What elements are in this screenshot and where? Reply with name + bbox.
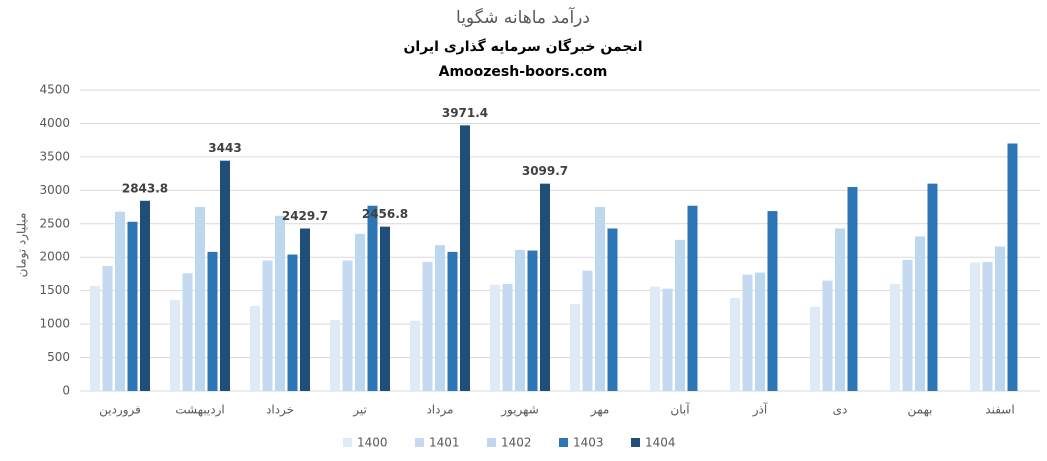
bar xyxy=(115,211,125,391)
bar xyxy=(422,261,433,391)
chart-subtitle: انجمن خبرگان سرمایه گذاری ایران xyxy=(403,38,642,55)
bar xyxy=(90,285,100,391)
bar xyxy=(742,274,753,391)
x-tick-label: اردیبهشت xyxy=(175,403,224,418)
bar xyxy=(755,272,765,391)
bar xyxy=(582,270,593,391)
legend-swatch xyxy=(631,438,640,447)
bar xyxy=(810,306,820,391)
bar xyxy=(847,186,858,391)
y-tick-label: 3500 xyxy=(39,149,70,163)
legend-swatch xyxy=(415,438,424,447)
y-tick-label: 2500 xyxy=(39,216,70,230)
y-tick-label: 2000 xyxy=(39,250,70,264)
bar xyxy=(915,236,925,391)
data-label: 3443 xyxy=(208,141,241,155)
bar xyxy=(835,228,845,391)
legend-swatch xyxy=(487,438,496,447)
bar xyxy=(140,200,150,391)
chart-source: Amoozesh-boors.com xyxy=(439,64,608,80)
bar xyxy=(595,207,605,391)
y-tick-label: 3000 xyxy=(39,183,70,197)
bar xyxy=(342,260,353,391)
bar xyxy=(767,211,778,391)
bar xyxy=(730,298,740,391)
x-tick-label: شهریور xyxy=(500,403,539,418)
bar xyxy=(502,283,513,391)
legend-swatch xyxy=(343,438,352,447)
bar xyxy=(607,228,618,391)
bar xyxy=(460,125,470,391)
bar xyxy=(275,215,285,391)
bar xyxy=(687,205,698,391)
bar xyxy=(570,304,580,391)
chart-title: درآمد ماهانه شگویا xyxy=(456,6,590,28)
y-axis-label: میلیارد تومان xyxy=(15,213,30,278)
data-label: 2456.8 xyxy=(362,207,408,221)
bar xyxy=(527,250,538,391)
x-tick-label: آبان xyxy=(670,402,690,417)
bar xyxy=(287,254,298,391)
x-tick-label: فروردین xyxy=(99,403,141,418)
bar xyxy=(262,260,273,391)
y-tick-label: 1500 xyxy=(39,283,70,297)
legend-label: 1401 xyxy=(429,436,460,450)
bar xyxy=(515,249,525,391)
bar xyxy=(330,320,340,391)
bar xyxy=(822,280,833,391)
x-tick-label: مرداد xyxy=(426,403,453,418)
bar xyxy=(490,284,500,391)
bar xyxy=(367,205,378,391)
bar xyxy=(675,239,685,391)
bar xyxy=(300,228,310,391)
bar xyxy=(435,245,445,391)
bar xyxy=(1007,143,1018,391)
legend-label: 1403 xyxy=(573,436,604,450)
bar xyxy=(902,259,913,391)
bar xyxy=(447,251,458,391)
bar xyxy=(650,286,660,391)
bar xyxy=(170,300,180,391)
legend-swatch xyxy=(559,438,568,447)
x-tick-label: دی xyxy=(833,403,848,417)
x-tick-label: اسفند xyxy=(985,403,1014,417)
x-tick-label: خرداد xyxy=(266,403,294,418)
bar xyxy=(220,160,230,391)
x-tick-label: مهر xyxy=(590,403,610,418)
bar xyxy=(970,262,980,391)
x-tick-label: تیر xyxy=(352,403,367,418)
bar xyxy=(662,288,673,391)
bar xyxy=(207,251,218,391)
data-label: 2843.8 xyxy=(122,181,168,195)
legend-label: 1404 xyxy=(645,436,676,450)
bar xyxy=(182,273,193,391)
bar xyxy=(195,207,205,391)
data-label: 2429.7 xyxy=(282,209,328,223)
data-label: 3971.4 xyxy=(442,106,488,120)
x-tick-label: آذر xyxy=(752,402,768,418)
bar xyxy=(127,221,138,391)
y-tick-label: 4000 xyxy=(39,116,70,130)
bar xyxy=(927,183,938,391)
bar xyxy=(995,246,1005,391)
bar xyxy=(102,265,113,391)
bar xyxy=(890,283,900,391)
legend-label: 1400 xyxy=(357,436,388,450)
bar xyxy=(250,306,260,391)
y-tick-label: 4500 xyxy=(39,83,70,97)
x-tick-label: بهمن xyxy=(908,403,933,418)
y-tick-label: 1000 xyxy=(39,317,70,331)
data-label: 3099.7 xyxy=(522,164,568,178)
y-tick-label: 0 xyxy=(62,384,70,398)
bar xyxy=(540,183,550,391)
y-tick-label: 500 xyxy=(47,350,70,364)
bar xyxy=(982,261,993,391)
bar xyxy=(355,233,365,391)
bar xyxy=(380,226,390,391)
bar xyxy=(410,320,420,391)
legend-label: 1402 xyxy=(501,436,532,450)
